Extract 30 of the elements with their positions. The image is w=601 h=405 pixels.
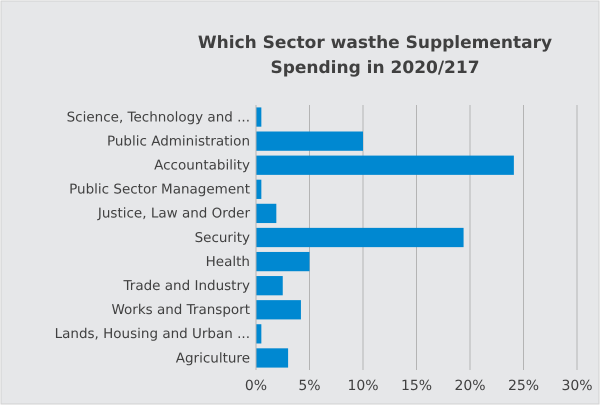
x-tick-label: 10% (347, 378, 379, 394)
x-tick-label: 0% (244, 378, 268, 394)
bar (256, 300, 301, 320)
y-tick-label: Trade and Industry (122, 278, 250, 294)
x-tick-label: 5% (298, 378, 321, 394)
x-tick-label: 20% (454, 378, 486, 394)
bar (256, 252, 310, 272)
y-tick-label: Security (194, 230, 250, 246)
bar (256, 204, 276, 224)
bar (256, 107, 262, 127)
bar (256, 180, 262, 199)
bar (256, 228, 464, 248)
y-tick-label: Science, Technology and ... (66, 109, 250, 126)
y-tick-label: Justice, Law and Order (96, 206, 250, 222)
y-tick-label: Accountability (154, 158, 250, 174)
y-tick-label: Public Sector Management (69, 182, 250, 198)
x-tick-label: 30% (561, 378, 593, 394)
y-tick-label: Public Administration (106, 133, 250, 150)
y-tick-label: Agriculture (176, 350, 250, 366)
bar (256, 156, 514, 175)
bar (256, 324, 262, 344)
bar (256, 132, 363, 151)
y-tick-label: Works and Transport (111, 302, 250, 318)
chart-title: Which Sector wasthe Supplementary Spending in 2020/217 (198, 33, 552, 78)
bar (256, 348, 288, 368)
y-tick-label: Health (206, 254, 250, 270)
x-tick-label: 25% (508, 378, 540, 394)
bar (256, 276, 283, 296)
y-tick-label: Lands, Housing and Urban ... (54, 326, 250, 342)
x-tick-label: 15% (400, 378, 432, 394)
